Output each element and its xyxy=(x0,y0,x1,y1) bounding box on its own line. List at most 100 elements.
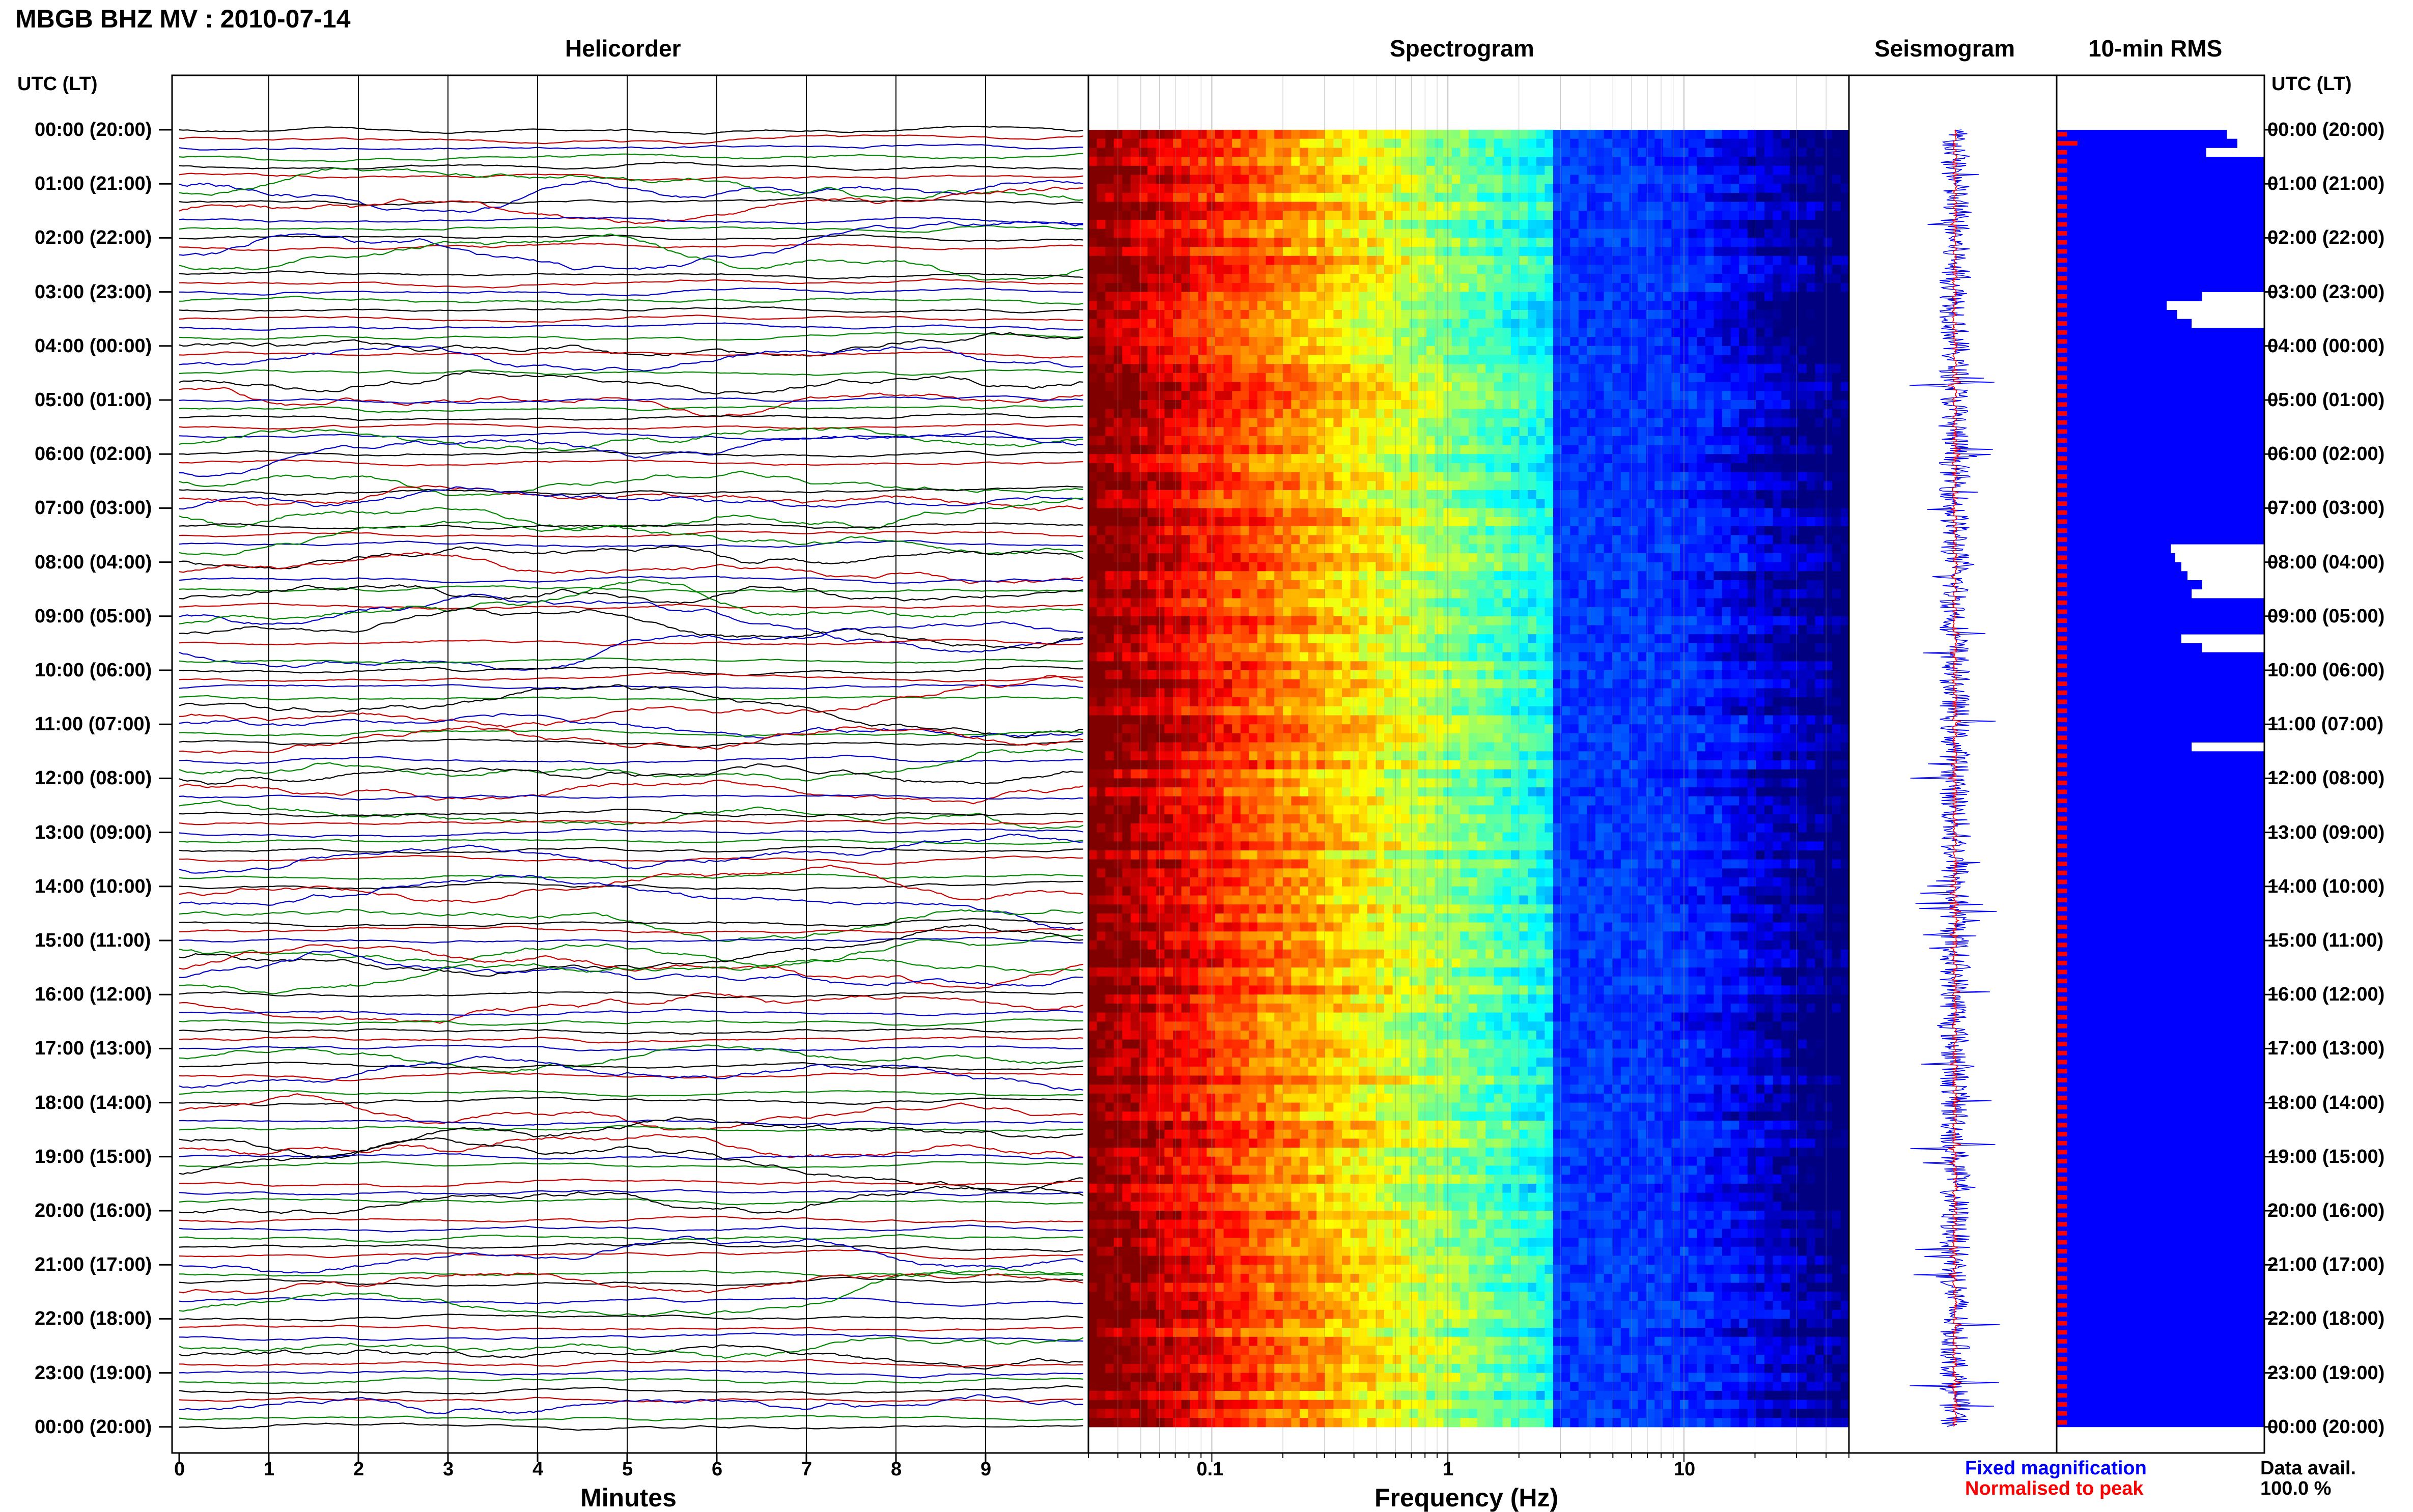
spectrogram-cell xyxy=(1562,310,1570,319)
spectrogram-cell xyxy=(1266,499,1275,508)
spectrogram-cell xyxy=(1638,391,1646,400)
spectrogram-cell xyxy=(1206,445,1215,454)
spectrogram-cell xyxy=(1224,301,1232,310)
spectrogram-cell xyxy=(1257,445,1266,454)
spectrogram-cell xyxy=(1300,607,1308,616)
spectrogram-cell xyxy=(1781,274,1790,283)
spectrogram-cell xyxy=(1241,139,1249,148)
spectrogram-cell xyxy=(1494,427,1503,436)
spectrogram-cell xyxy=(1300,256,1308,265)
spectrogram-cell xyxy=(1612,544,1621,553)
spectrogram-cell xyxy=(1164,598,1173,607)
spectrogram-cell xyxy=(1316,454,1325,463)
spectrogram-cell xyxy=(1266,391,1275,400)
spectrogram-cell xyxy=(1790,274,1799,283)
spectrogram-cell xyxy=(1435,148,1444,157)
spectrogram-cell xyxy=(1815,364,1824,373)
spectrogram-cell xyxy=(1612,526,1621,535)
spectrogram-cell xyxy=(1714,436,1722,445)
spectrogram-cell xyxy=(1418,283,1426,292)
spectrogram-cell xyxy=(1097,535,1106,545)
spectrogram-cell xyxy=(1308,373,1317,382)
helicorder-trace xyxy=(179,352,1083,358)
spectrogram-cell xyxy=(1502,418,1511,427)
spectrogram-cell xyxy=(1105,130,1114,139)
spectrogram-cell xyxy=(1384,148,1393,157)
spectrogram-cell xyxy=(1790,247,1799,256)
spectrogram-cell xyxy=(1798,580,1807,589)
spectrogram-cell xyxy=(1773,283,1782,292)
spectrogram-cell xyxy=(1807,463,1815,472)
spectrogram-cell xyxy=(1832,427,1841,436)
spectrogram-cell xyxy=(1494,319,1503,328)
spectrogram-cell xyxy=(1190,499,1198,508)
spectrogram-cell xyxy=(1351,265,1359,274)
spectrogram-cell xyxy=(1621,346,1630,355)
spectrogram-cell xyxy=(1249,409,1257,418)
spectrogram-cell xyxy=(1198,490,1207,499)
spectrogram-cell xyxy=(1215,346,1224,355)
spectrogram-cell xyxy=(1654,499,1663,508)
spectrogram-cell xyxy=(1520,445,1528,454)
spectrogram-cell xyxy=(1587,265,1595,274)
spectrogram-cell xyxy=(1722,580,1731,589)
spectrogram-cell xyxy=(1671,427,1680,436)
spectrogram-cell xyxy=(1300,283,1308,292)
spectrogram-cell xyxy=(1604,274,1613,283)
spectrogram-cell xyxy=(1249,157,1257,166)
spectrogram-cell xyxy=(1781,292,1790,301)
spectrogram-cell xyxy=(1359,274,1367,283)
spectrogram-cell xyxy=(1689,265,1697,274)
spectrogram-cell xyxy=(1798,490,1807,499)
spectrogram-cell xyxy=(1705,274,1714,283)
spectrogram-cell xyxy=(1401,211,1410,220)
spectrogram-cell xyxy=(1088,391,1097,400)
spectrogram-cell xyxy=(1351,211,1359,220)
spectrogram-cell xyxy=(1105,274,1114,283)
spectrogram-cell xyxy=(1452,292,1461,301)
spectrogram-cell xyxy=(1241,427,1249,436)
spectrogram-cell xyxy=(1367,490,1376,499)
spectrogram-cell xyxy=(1536,562,1545,572)
spectrogram-cell xyxy=(1494,391,1503,400)
spectrogram-cell xyxy=(1714,454,1722,463)
spectrogram-cell xyxy=(1485,571,1494,580)
spectrogram-cell xyxy=(1714,427,1722,436)
spectrogram-cell xyxy=(1198,508,1207,517)
spectrogram-cell xyxy=(1274,544,1283,553)
spectrogram-cell xyxy=(1511,373,1520,382)
spectrogram-cell xyxy=(1384,544,1393,553)
spectrogram-cell xyxy=(1502,535,1511,545)
spectrogram-cell xyxy=(1663,220,1672,229)
spectrogram-cell xyxy=(1612,589,1621,598)
spectrogram-cell xyxy=(1410,166,1418,175)
spectrogram-cell xyxy=(1460,490,1469,499)
spectrogram-cell xyxy=(1460,544,1469,553)
spectrogram-cell xyxy=(1807,256,1815,265)
spectrogram-cell xyxy=(1832,328,1841,337)
spectrogram-cell xyxy=(1494,175,1503,184)
spectrogram-cell xyxy=(1604,391,1613,400)
spectrogram-cell xyxy=(1325,481,1334,490)
spectrogram-cell xyxy=(1773,508,1782,517)
spectrogram-cell xyxy=(1291,472,1300,481)
spectrogram-cell xyxy=(1359,382,1367,391)
helicorder-trace xyxy=(179,1126,1083,1131)
spectrogram-cell xyxy=(1773,490,1782,499)
spectrogram-cell xyxy=(1190,337,1198,346)
spectrogram-cell xyxy=(1342,454,1351,463)
spectrogram-cell xyxy=(1122,355,1131,364)
spectrogram-cell xyxy=(1257,607,1266,616)
spectrogram-cell xyxy=(1629,184,1638,193)
spectrogram-cell xyxy=(1570,301,1579,310)
spectrogram-cell xyxy=(1367,481,1376,490)
spectrogram-cell xyxy=(1333,490,1342,499)
spectrogram-cell xyxy=(1485,238,1494,247)
spectrogram-cell xyxy=(1832,580,1841,589)
spectrogram-cell xyxy=(1790,553,1799,562)
spectrogram-cell xyxy=(1241,562,1249,572)
spectrogram-cell xyxy=(1587,391,1595,400)
spectrogram-cell xyxy=(1367,472,1376,481)
spectrogram-cell xyxy=(1570,535,1579,545)
spectrogram-cell xyxy=(1418,256,1426,265)
